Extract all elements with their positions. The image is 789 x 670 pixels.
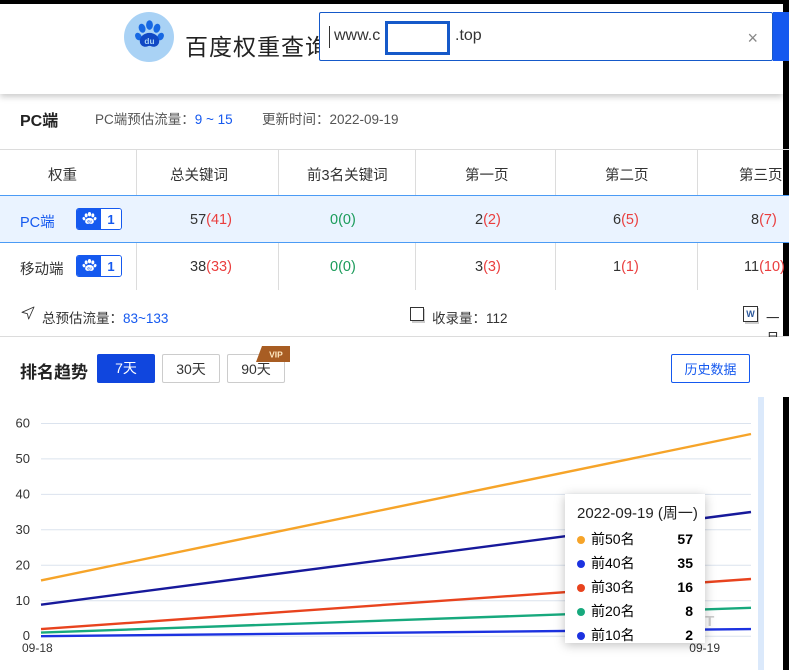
svg-text:VIP: VIP bbox=[269, 350, 283, 360]
svg-text:30: 30 bbox=[16, 522, 30, 537]
svg-text:du: du bbox=[144, 36, 154, 46]
svg-text:50: 50 bbox=[16, 451, 30, 466]
svg-text:60: 60 bbox=[16, 416, 30, 431]
svg-text:09-19: 09-19 bbox=[689, 641, 720, 655]
svg-text:40: 40 bbox=[16, 486, 30, 501]
svg-text:20: 20 bbox=[16, 557, 30, 572]
svg-text:du: du bbox=[87, 219, 91, 223]
svg-text:du: du bbox=[87, 266, 91, 270]
svg-text:09-18: 09-18 bbox=[22, 641, 53, 655]
svg-text:10: 10 bbox=[16, 593, 30, 608]
